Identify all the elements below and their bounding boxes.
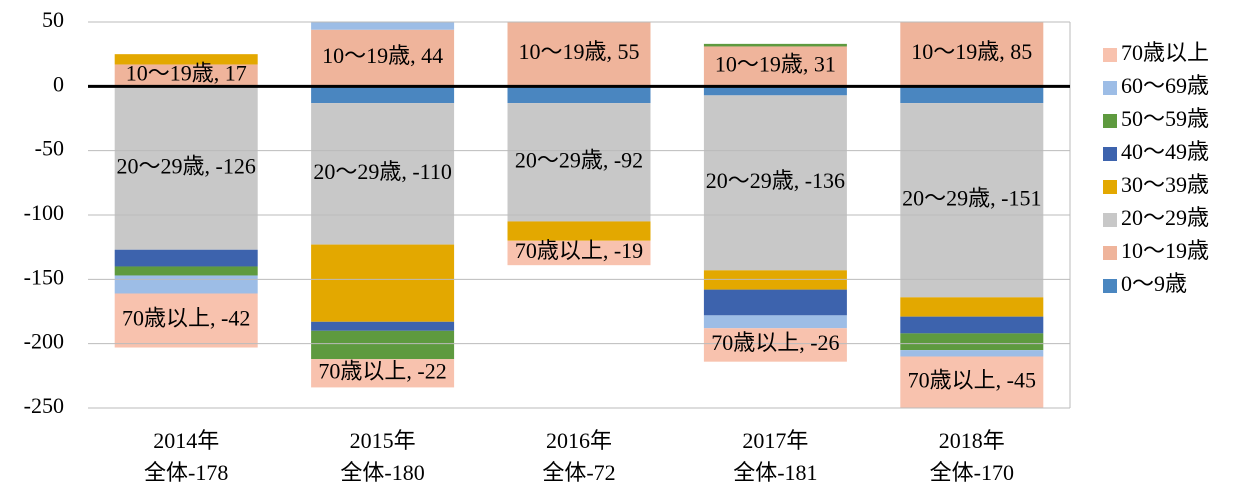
x-tick-label: 全体-181 (733, 460, 817, 485)
bar-segment (311, 29, 455, 87)
legend-swatch (1103, 213, 1117, 227)
legend-swatch (1103, 114, 1117, 128)
bar-segment (900, 297, 1044, 317)
bar-segment (507, 240, 651, 266)
bar-segment (703, 289, 847, 316)
bar-segment (311, 86, 455, 104)
legend-swatch (1103, 81, 1117, 95)
y-tick-label: -100 (24, 200, 64, 225)
bar-segment (703, 46, 847, 87)
bar-segment (900, 86, 1044, 104)
bar-segment (900, 316, 1044, 334)
legend-label: 20～29歳 (1121, 205, 1209, 230)
data-label: 70歳以上, -42 (122, 306, 250, 331)
data-label: 70歳以上, -45 (908, 367, 1036, 392)
bar-segment (703, 43, 847, 47)
x-tick-label: 全体-72 (542, 460, 615, 485)
bar-segment (311, 22, 455, 30)
y-tick-label: -50 (35, 136, 64, 161)
bar-segment (900, 333, 1044, 351)
y-tick-label: 0 (53, 71, 64, 96)
bar-segment (900, 103, 1044, 298)
bar-segment (311, 321, 455, 331)
bar-segment (114, 275, 258, 294)
bar-segment (507, 103, 651, 222)
legend-swatch (1103, 246, 1117, 260)
data-label: 10～19歳, 85 (911, 39, 1032, 64)
x-tick-label: 2015年 (350, 428, 416, 453)
data-label: 70歳以上, -19 (515, 238, 643, 263)
bar-segment (311, 330, 455, 360)
y-tick-label: 50 (42, 7, 64, 32)
legend-swatch (1103, 48, 1117, 62)
bar-segment (703, 315, 847, 329)
data-label: 20～29歳, -136 (706, 168, 845, 193)
data-label: 20～29歳, -110 (313, 159, 452, 184)
x-tick-label: 2014年 (153, 428, 219, 453)
legend-label: 10～19歳 (1121, 238, 1209, 263)
bar-segment (311, 244, 455, 322)
x-tick-label: 2016年 (546, 428, 612, 453)
bar-segment (114, 266, 258, 276)
bar-segment (507, 221, 651, 241)
legend-label: 0～9歳 (1121, 271, 1187, 296)
legend-swatch (1103, 279, 1117, 293)
legend-label: 70歳以上 (1121, 40, 1209, 65)
y-tick-label: -250 (24, 393, 64, 418)
bar-segment (114, 249, 258, 267)
bar-segment (703, 95, 847, 271)
legend-label: 40～49歳 (1121, 139, 1209, 164)
y-tick-label: -150 (24, 264, 64, 289)
data-label: 20～29歳, -92 (515, 147, 643, 172)
legend-swatch (1103, 180, 1117, 194)
data-label: 10～19歳, 55 (518, 39, 639, 64)
bar-segment (900, 350, 1044, 357)
data-label: 10～19歳, 44 (322, 43, 443, 68)
bar-segment (114, 293, 258, 348)
x-tick-label: 全体-180 (340, 460, 424, 485)
bar-segment (508, 0, 651, 15)
bar-segment (703, 86, 847, 96)
bar-segment (311, 103, 455, 245)
legend-label: 60～69歳 (1121, 73, 1209, 98)
bar-segment (114, 64, 258, 87)
legend-label: 30～39歳 (1121, 172, 1209, 197)
legend-swatch (1103, 147, 1117, 161)
plot-area (114, 0, 1044, 408)
bar-segment (507, 22, 651, 87)
bar-segment (114, 87, 258, 250)
bar-segment (900, 356, 1044, 408)
data-label: 20～29歳, -126 (117, 154, 256, 179)
legend-label: 50～59歳 (1121, 106, 1209, 131)
y-tick-label: -200 (24, 329, 64, 354)
bar-segment (900, 22, 1044, 87)
bar-segment (703, 270, 847, 290)
data-label: 70歳以上, -22 (318, 358, 446, 383)
bar-segment (114, 54, 258, 65)
x-tick-label: 2017年 (742, 428, 808, 453)
bar-segment (507, 86, 651, 104)
data-label: 10～19歳, 17 (126, 60, 247, 85)
data-label: 70歳以上, -26 (711, 330, 839, 355)
x-tick-label: 全体-170 (930, 460, 1014, 485)
x-tick-label: 全体-178 (144, 460, 228, 485)
data-label: 10～19歳, 31 (715, 51, 836, 76)
x-tick-label: 2018年 (939, 428, 1005, 453)
bar-segment (311, 359, 455, 388)
data-label: 20～29歳, -151 (902, 185, 1041, 210)
bar-segment (703, 328, 847, 362)
